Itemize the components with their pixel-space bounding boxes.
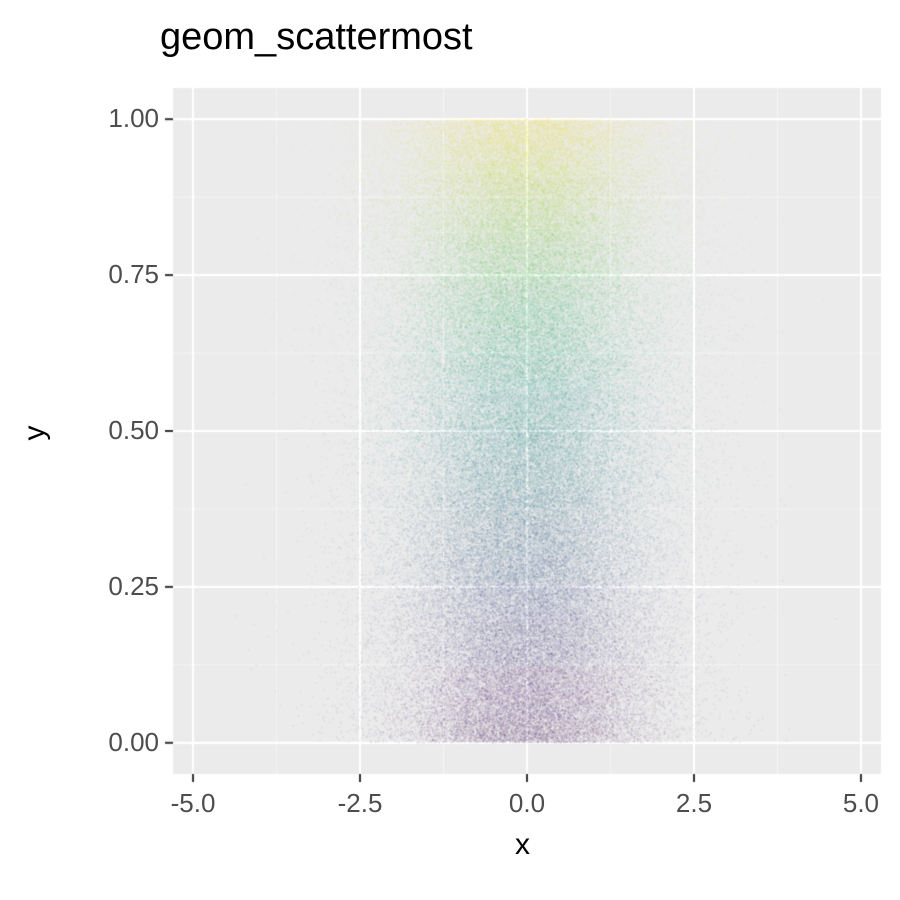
x-tick-label: 5.0 — [826, 788, 896, 819]
y-tick-label: 0.25 — [108, 571, 159, 602]
y-axis-label: y — [18, 418, 52, 448]
y-tick-label: 1.00 — [108, 103, 159, 134]
x-tick-label: 2.5 — [659, 788, 729, 819]
y-tick-label: 0.75 — [108, 259, 159, 290]
y-tick-label: 0.50 — [108, 415, 159, 446]
scatter-plot-canvas — [0, 0, 900, 900]
x-tick-label: -5.0 — [158, 788, 228, 819]
x-axis-label: x — [515, 828, 530, 862]
x-tick-label: -2.5 — [325, 788, 395, 819]
chart-container: geom_scattermost y x -5.0-2.50.02.55.00.… — [0, 0, 900, 900]
x-tick-label: 0.0 — [492, 788, 562, 819]
y-tick-label: 0.00 — [108, 727, 159, 758]
